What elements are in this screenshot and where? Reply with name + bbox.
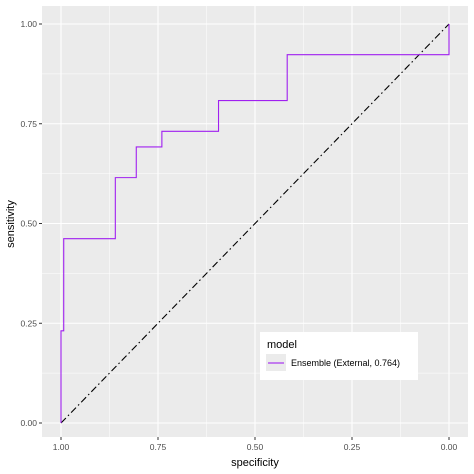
x-tick-label: 0.75 (150, 442, 167, 452)
y-tick-label: 0.75 (20, 119, 37, 129)
legend-box (260, 332, 418, 380)
y-axis-title: sensitivity (5, 200, 17, 248)
x-tick-label: 0.50 (247, 442, 264, 452)
reference-line-group (60, 23, 450, 424)
y-tick-label: 1.00 (20, 19, 37, 29)
roc-curve-line (60, 24, 450, 423)
y-tick-label: 0.00 (20, 418, 37, 428)
legend: model Ensemble (External, 0.764) (260, 332, 418, 380)
x-axis-title: specificity (231, 457, 279, 469)
y-tick-label: 0.50 (20, 219, 37, 229)
x-tick-label: 0.00 (441, 442, 458, 452)
y-tick-label: 0.25 (20, 318, 37, 328)
series-group (60, 24, 450, 423)
legend-title: model (267, 339, 297, 351)
x-tick-label: 0.25 (344, 442, 361, 452)
x-tick-label: 1.00 (53, 442, 70, 452)
legend-label: Ensemble (External, 0.764) (291, 358, 400, 368)
x-axis-ticks: 1.00 0.75 0.50 0.25 0.00 (53, 437, 458, 452)
reference-diagonal-line (60, 23, 450, 424)
y-axis-ticks: 0.00 0.25 0.50 0.75 1.00 (20, 19, 42, 428)
major-grid (42, 6, 468, 437)
